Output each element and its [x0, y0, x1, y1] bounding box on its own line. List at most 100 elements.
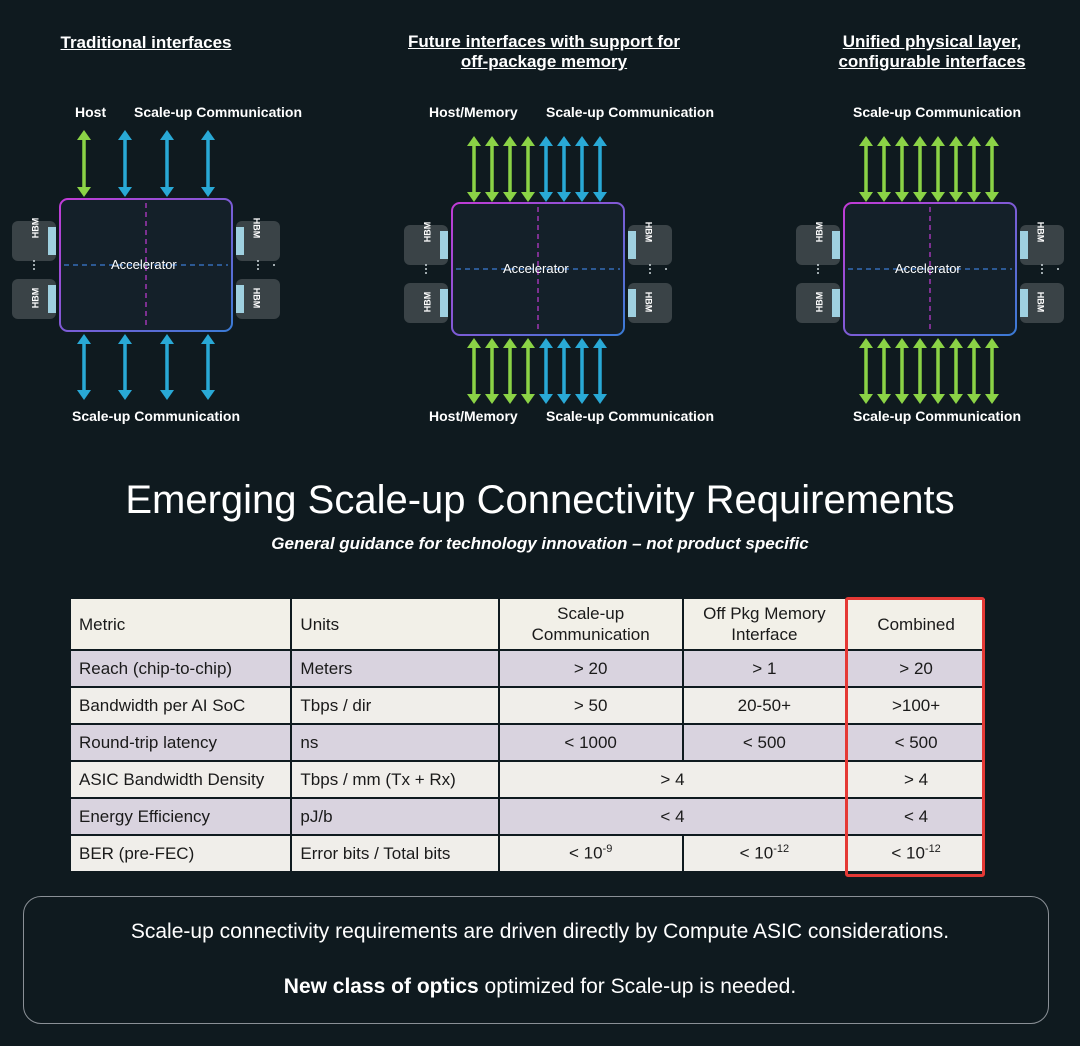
bidirectional-arrow [503, 136, 517, 202]
ellipsis-dot [425, 264, 427, 266]
cell-units: Tbps / mm (Tx + Rx) [290, 760, 500, 799]
bidirectional-arrow [967, 136, 981, 202]
hbm-label: HBM [422, 291, 433, 313]
diagram-1-title: Traditional interfaces [60, 33, 232, 52]
ellipsis-dot [257, 260, 259, 262]
page-title: Emerging Scale-up Connectivity Requireme… [125, 478, 955, 522]
hbm-label: HBM [643, 291, 654, 313]
bidirectional-arrow [877, 136, 891, 202]
cell-metric: BER (pre-FEC) [68, 834, 293, 873]
cell-metric: Round-trip latency [68, 723, 293, 762]
bidirectional-arrow [201, 130, 215, 197]
bidirectional-arrow [949, 136, 963, 202]
hbm-module [796, 225, 840, 265]
table-row: Reach (chip-to-chip) Meters > 20 > 1 > 2… [68, 649, 987, 688]
hbm-module [796, 283, 840, 323]
hbm-module [236, 279, 280, 319]
hbm-label: HBM [814, 291, 825, 313]
table-row: BER (pre-FEC) Error bits / Total bits < … [68, 834, 987, 873]
bidirectional-arrow [859, 136, 873, 202]
bidirectional-arrow [77, 334, 91, 400]
bidirectional-arrow [593, 338, 607, 404]
bidirectional-arrow [913, 338, 927, 404]
hbm-module [236, 221, 280, 261]
hbm-label: HBM [1035, 221, 1046, 243]
ellipsis-dot [257, 264, 259, 266]
footer-emphasis: New class of optics [283, 975, 479, 998]
ellipsis-dot [1041, 268, 1043, 270]
ellipsis-dot [1041, 272, 1043, 274]
bidirectional-arrow [913, 136, 927, 202]
bidirectional-arrow [485, 338, 499, 404]
cell-units: Meters [290, 649, 500, 688]
bidirectional-arrow [118, 334, 132, 400]
diagram-2-title: Future interfaces with support for off-p… [407, 32, 681, 71]
cell-combined: < 500 [845, 723, 987, 762]
diagram-3-accelerator-label: Accelerator [895, 261, 961, 276]
hbm-label: HBM [30, 287, 41, 309]
bidirectional-arrow [859, 338, 873, 404]
diagram-2-bottom-left-label: Host/Memory [429, 408, 518, 424]
table-row: Energy Efficiency pJ/b < 4 < 4 [68, 797, 987, 836]
cell-scaleup: < 10-9 [497, 834, 684, 873]
ellipsis-dot [649, 268, 651, 270]
cell-metric: ASIC Bandwidth Density [68, 760, 293, 799]
header-metric: Metric [68, 597, 293, 651]
footer-conclusion: New class of optics optimized for Scale-… [0, 975, 1080, 999]
hbm-module [1020, 283, 1064, 323]
cell-units: ns [290, 723, 500, 762]
bidirectional-arrow [118, 130, 132, 197]
ellipsis-dot [649, 264, 651, 266]
hbm-label: HBM [251, 217, 262, 239]
cell-scaleup: > 50 [497, 686, 684, 725]
bidirectional-arrow [593, 136, 607, 202]
diagram-2-accelerator-label: Accelerator [503, 261, 569, 276]
table-header-row: Metric Units Scale-up Communication Off … [68, 597, 987, 651]
hbm-label: HBM [251, 287, 262, 309]
hbm-label: HBM [422, 221, 433, 243]
ellipsis-dot [273, 264, 275, 266]
cell-combined: >100+ [845, 686, 987, 725]
ellipsis-dot [817, 268, 819, 270]
accelerator-chip [796, 202, 1064, 336]
bidirectional-arrow [931, 136, 945, 202]
diagram-2-top-left-label: Host/Memory [429, 104, 518, 120]
diagram-3-title: Unified physical layer, configurable int… [838, 32, 1026, 71]
diagram-2-bottom-right-label: Scale-up Communication [546, 408, 715, 424]
table-row: Bandwidth per AI SoC Tbps / dir > 50 20-… [68, 686, 987, 725]
cell-units: Error bits / Total bits [290, 834, 500, 873]
cell-combined: > 4 [845, 760, 987, 799]
hbm-label: HBM [814, 221, 825, 243]
cell-metric: Energy Efficiency [68, 797, 293, 836]
cell-offpkg: 20-50+ [681, 686, 848, 725]
cell-combined: < 10-12 [845, 834, 987, 873]
ellipsis-dot [1057, 268, 1059, 270]
requirements-table: Metric Units Scale-up Communication Off … [68, 597, 987, 873]
bidirectional-arrow [467, 136, 481, 202]
bidirectional-arrow [557, 136, 571, 202]
bidirectional-arrow [895, 338, 909, 404]
table-row: ASIC Bandwidth Density Tbps / mm (Tx + R… [68, 760, 987, 799]
ellipsis-dot [649, 272, 651, 274]
cell-units: Tbps / dir [290, 686, 500, 725]
ellipsis-dot [665, 268, 667, 270]
accelerator-chip [404, 202, 672, 336]
footer-callout [23, 896, 1049, 1024]
hbm-module [1020, 225, 1064, 265]
ellipsis-dot [33, 260, 35, 262]
ellipsis-dot [425, 272, 427, 274]
hbm-label: HBM [1035, 291, 1046, 313]
accelerator-chip [12, 198, 280, 332]
hbm-label: HBM [30, 217, 41, 239]
hbm-module [12, 221, 56, 261]
ellipsis-dot [817, 272, 819, 274]
page-subtitle: General guidance for technology innovati… [271, 534, 809, 553]
ellipsis-dot [33, 264, 35, 266]
hbm-module [628, 283, 672, 323]
interfaces-diagram [12, 130, 1064, 404]
hbm-module [404, 225, 448, 265]
cell-combined: < 4 [845, 797, 987, 836]
cell-shared: < 4 [497, 797, 848, 836]
ellipsis-dot [1041, 264, 1043, 266]
bidirectional-arrow [521, 338, 535, 404]
